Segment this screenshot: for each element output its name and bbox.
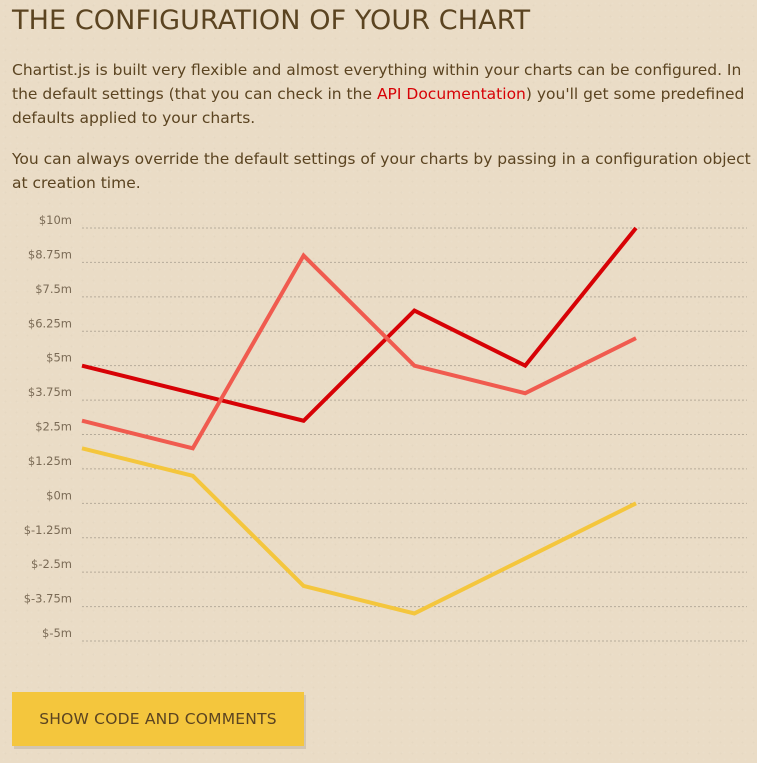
y-tick-label: $5m [46, 351, 72, 365]
line-chart: $10m $8.75m $7.5m $6.25m $5m $3.75m $2.5m $1.25… [0, 205, 757, 650]
series-line-1 [81, 226, 638, 423]
series-line-2 [81, 252, 637, 451]
api-documentation-link[interactable]: API Documentation [376, 85, 526, 103]
intro-text-after-link: ) you'll get some predefined defaults ap… [12, 85, 745, 127]
y-tick-label: $10m [39, 213, 72, 227]
y-tick-label: $2.5m [35, 420, 72, 434]
intro-text-before-link: Chartist.js is built very flexible and a… [12, 61, 742, 103]
show-code-button[interactable]: SHOW CODE AND COMMENTS [12, 692, 304, 746]
y-tick-label: $6.25m [28, 316, 72, 330]
y-tick-label: $7.5m [35, 282, 72, 296]
y-tick-label: $8.75m [28, 247, 72, 261]
y-tick-label: $-1.25m [24, 523, 72, 537]
series-line-3 [81, 446, 637, 616]
intro-paragraph-2: You can always override the default sett… [12, 150, 751, 192]
line-chart-svg: $10m $8.75m $7.5m $6.25m $5m $3.75m $2.5m $1.25… [24, 213, 747, 642]
page-title: THE CONFIGURATION OF YOUR CHART [12, 5, 531, 36]
intro-paragraph-1: Chartist.js is built very flexible and a… [12, 58, 757, 130]
y-tick-label: $-3.75m [24, 592, 72, 606]
y-tick-label: $-5m [42, 626, 72, 640]
y-tick-label: $0m [46, 488, 72, 502]
y-tick-label: $1.25m [28, 454, 72, 468]
y-tick-label: $3.75m [28, 385, 72, 399]
y-tick-label: $-2.5m [31, 557, 72, 571]
